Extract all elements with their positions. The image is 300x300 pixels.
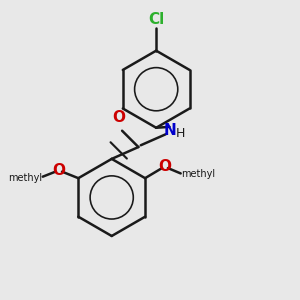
Text: H: H [176, 127, 185, 140]
Text: methyl: methyl [182, 169, 216, 179]
Text: O: O [158, 159, 171, 174]
Text: Cl: Cl [148, 12, 164, 27]
Text: O: O [112, 110, 125, 125]
Text: methyl: methyl [8, 172, 42, 183]
Text: N: N [163, 123, 176, 138]
Text: O: O [52, 163, 66, 178]
